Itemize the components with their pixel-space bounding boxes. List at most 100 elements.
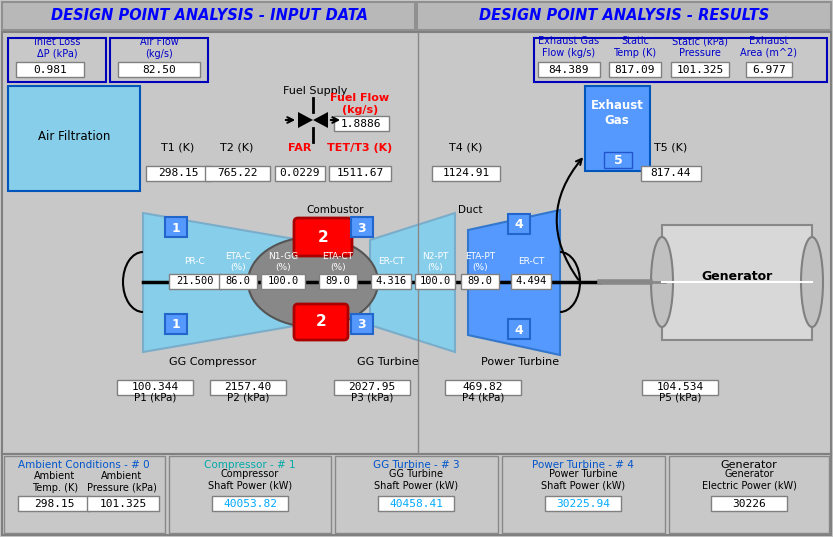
Text: T4 (K): T4 (K)	[449, 143, 482, 153]
Bar	[334, 380, 410, 395]
Polygon shape	[370, 213, 455, 282]
Bar	[18, 496, 90, 511]
Text: 2: 2	[317, 229, 328, 244]
Text: N1-GG
(%): N1-GG (%)	[268, 252, 298, 272]
Text: 100.344: 100.344	[132, 382, 178, 392]
Bar	[609, 62, 661, 77]
Text: Compressor - # 1: Compressor - # 1	[204, 460, 296, 470]
Bar	[415, 274, 455, 289]
Polygon shape	[143, 213, 300, 282]
Text: 30225.94: 30225.94	[556, 499, 610, 509]
Text: Static (kPa)
Pressure: Static (kPa) Pressure	[672, 36, 728, 58]
Bar	[351, 314, 373, 334]
Polygon shape	[313, 112, 328, 128]
Bar	[642, 380, 718, 395]
Bar	[261, 274, 305, 289]
Bar	[2, 2, 415, 30]
Text: 100.0: 100.0	[419, 276, 451, 286]
Ellipse shape	[651, 237, 673, 327]
Text: 3: 3	[357, 221, 367, 235]
Text: 40458.41: 40458.41	[389, 499, 443, 509]
Bar	[334, 116, 389, 131]
Text: 817.09: 817.09	[615, 65, 656, 75]
Text: 1.8886: 1.8886	[341, 119, 382, 129]
Text: ER-CT: ER-CT	[378, 258, 404, 266]
Bar	[329, 166, 391, 181]
Text: GG Turbine
Shaft Power (kW): GG Turbine Shaft Power (kW)	[374, 469, 458, 491]
Text: ER-CT: ER-CT	[518, 258, 544, 266]
Text: 82.50: 82.50	[142, 65, 176, 75]
Text: Ambient
Temp. (K): Ambient Temp. (K)	[32, 471, 78, 493]
Bar	[210, 380, 286, 395]
Text: P5 (kPa): P5 (kPa)	[659, 393, 701, 403]
Text: Ambient Conditions - # 0: Ambient Conditions - # 0	[18, 460, 150, 470]
Text: 1: 1	[172, 221, 181, 235]
Text: Generator
Electric Power (kW): Generator Electric Power (kW)	[701, 469, 796, 491]
Bar	[117, 380, 193, 395]
Bar	[212, 496, 288, 511]
Text: 1511.67: 1511.67	[337, 168, 384, 178]
Bar	[146, 166, 211, 181]
Text: Exhaust
Gas: Exhaust Gas	[591, 99, 643, 127]
Text: 298.15: 298.15	[157, 168, 198, 178]
Text: T5 (K): T5 (K)	[655, 143, 687, 153]
Text: Power Turbine
Shaft Power (kW): Power Turbine Shaft Power (kW)	[541, 469, 625, 491]
Bar	[445, 380, 521, 395]
Text: 4: 4	[515, 219, 523, 231]
Text: T2 (K): T2 (K)	[220, 143, 254, 153]
Text: 298.15: 298.15	[34, 499, 74, 509]
Text: FAR: FAR	[288, 143, 312, 153]
Bar	[671, 62, 729, 77]
Bar	[585, 86, 650, 171]
Text: 101.325: 101.325	[99, 499, 147, 509]
Bar	[165, 314, 187, 334]
Text: 469.82: 469.82	[463, 382, 503, 392]
Bar	[335, 456, 498, 533]
Text: 4.316: 4.316	[376, 276, 407, 286]
Bar	[534, 38, 827, 82]
Bar	[669, 456, 829, 533]
Text: Fuel Flow
(kg/s): Fuel Flow (kg/s)	[331, 93, 390, 115]
Bar	[110, 38, 208, 82]
Bar	[8, 38, 106, 82]
Bar	[351, 217, 373, 237]
Text: 3: 3	[357, 318, 367, 331]
Text: 40053.82: 40053.82	[223, 499, 277, 509]
Text: Power Turbine: Power Turbine	[481, 357, 559, 367]
Text: Generator: Generator	[721, 460, 777, 470]
Text: Exhaust Gas
Flow (kg/s): Exhaust Gas Flow (kg/s)	[538, 36, 600, 58]
Text: 4.494: 4.494	[516, 276, 546, 286]
Text: Compressor
Shaft Power (kW): Compressor Shaft Power (kW)	[208, 469, 292, 491]
Text: GG Turbine: GG Turbine	[357, 357, 419, 367]
Text: P1 (kPa): P1 (kPa)	[134, 393, 177, 403]
Text: ETA-PT
(%): ETA-PT (%)	[465, 252, 495, 272]
Polygon shape	[468, 282, 560, 355]
Bar	[2, 32, 831, 454]
Bar	[746, 62, 792, 77]
Bar	[538, 62, 600, 77]
Text: P4 (kPa): P4 (kPa)	[461, 393, 504, 403]
Text: 2: 2	[316, 315, 327, 330]
Polygon shape	[143, 282, 300, 352]
Text: 84.389: 84.389	[549, 65, 589, 75]
Bar	[378, 496, 454, 511]
Text: T1 (K): T1 (K)	[162, 143, 195, 153]
Bar	[275, 166, 325, 181]
Bar	[118, 62, 200, 77]
Text: DESIGN POINT ANALYSIS - INPUT DATA: DESIGN POINT ANALYSIS - INPUT DATA	[52, 9, 368, 24]
Text: Exhaust
Area (m^2): Exhaust Area (m^2)	[741, 36, 797, 58]
Bar	[511, 274, 551, 289]
Ellipse shape	[801, 237, 823, 327]
Text: 86.0: 86.0	[226, 276, 251, 286]
Text: TET/T3 (K): TET/T3 (K)	[327, 143, 392, 153]
Text: Combustor: Combustor	[307, 205, 364, 215]
Text: 101.325: 101.325	[676, 65, 724, 75]
Bar	[461, 274, 499, 289]
Text: 817.44: 817.44	[651, 168, 691, 178]
FancyBboxPatch shape	[294, 218, 352, 256]
Text: 104.534: 104.534	[656, 382, 704, 392]
Text: Fuel Supply: Fuel Supply	[283, 86, 347, 96]
Text: ETA-C
(%): ETA-C (%)	[225, 252, 251, 272]
Bar	[371, 274, 411, 289]
Bar	[205, 166, 270, 181]
